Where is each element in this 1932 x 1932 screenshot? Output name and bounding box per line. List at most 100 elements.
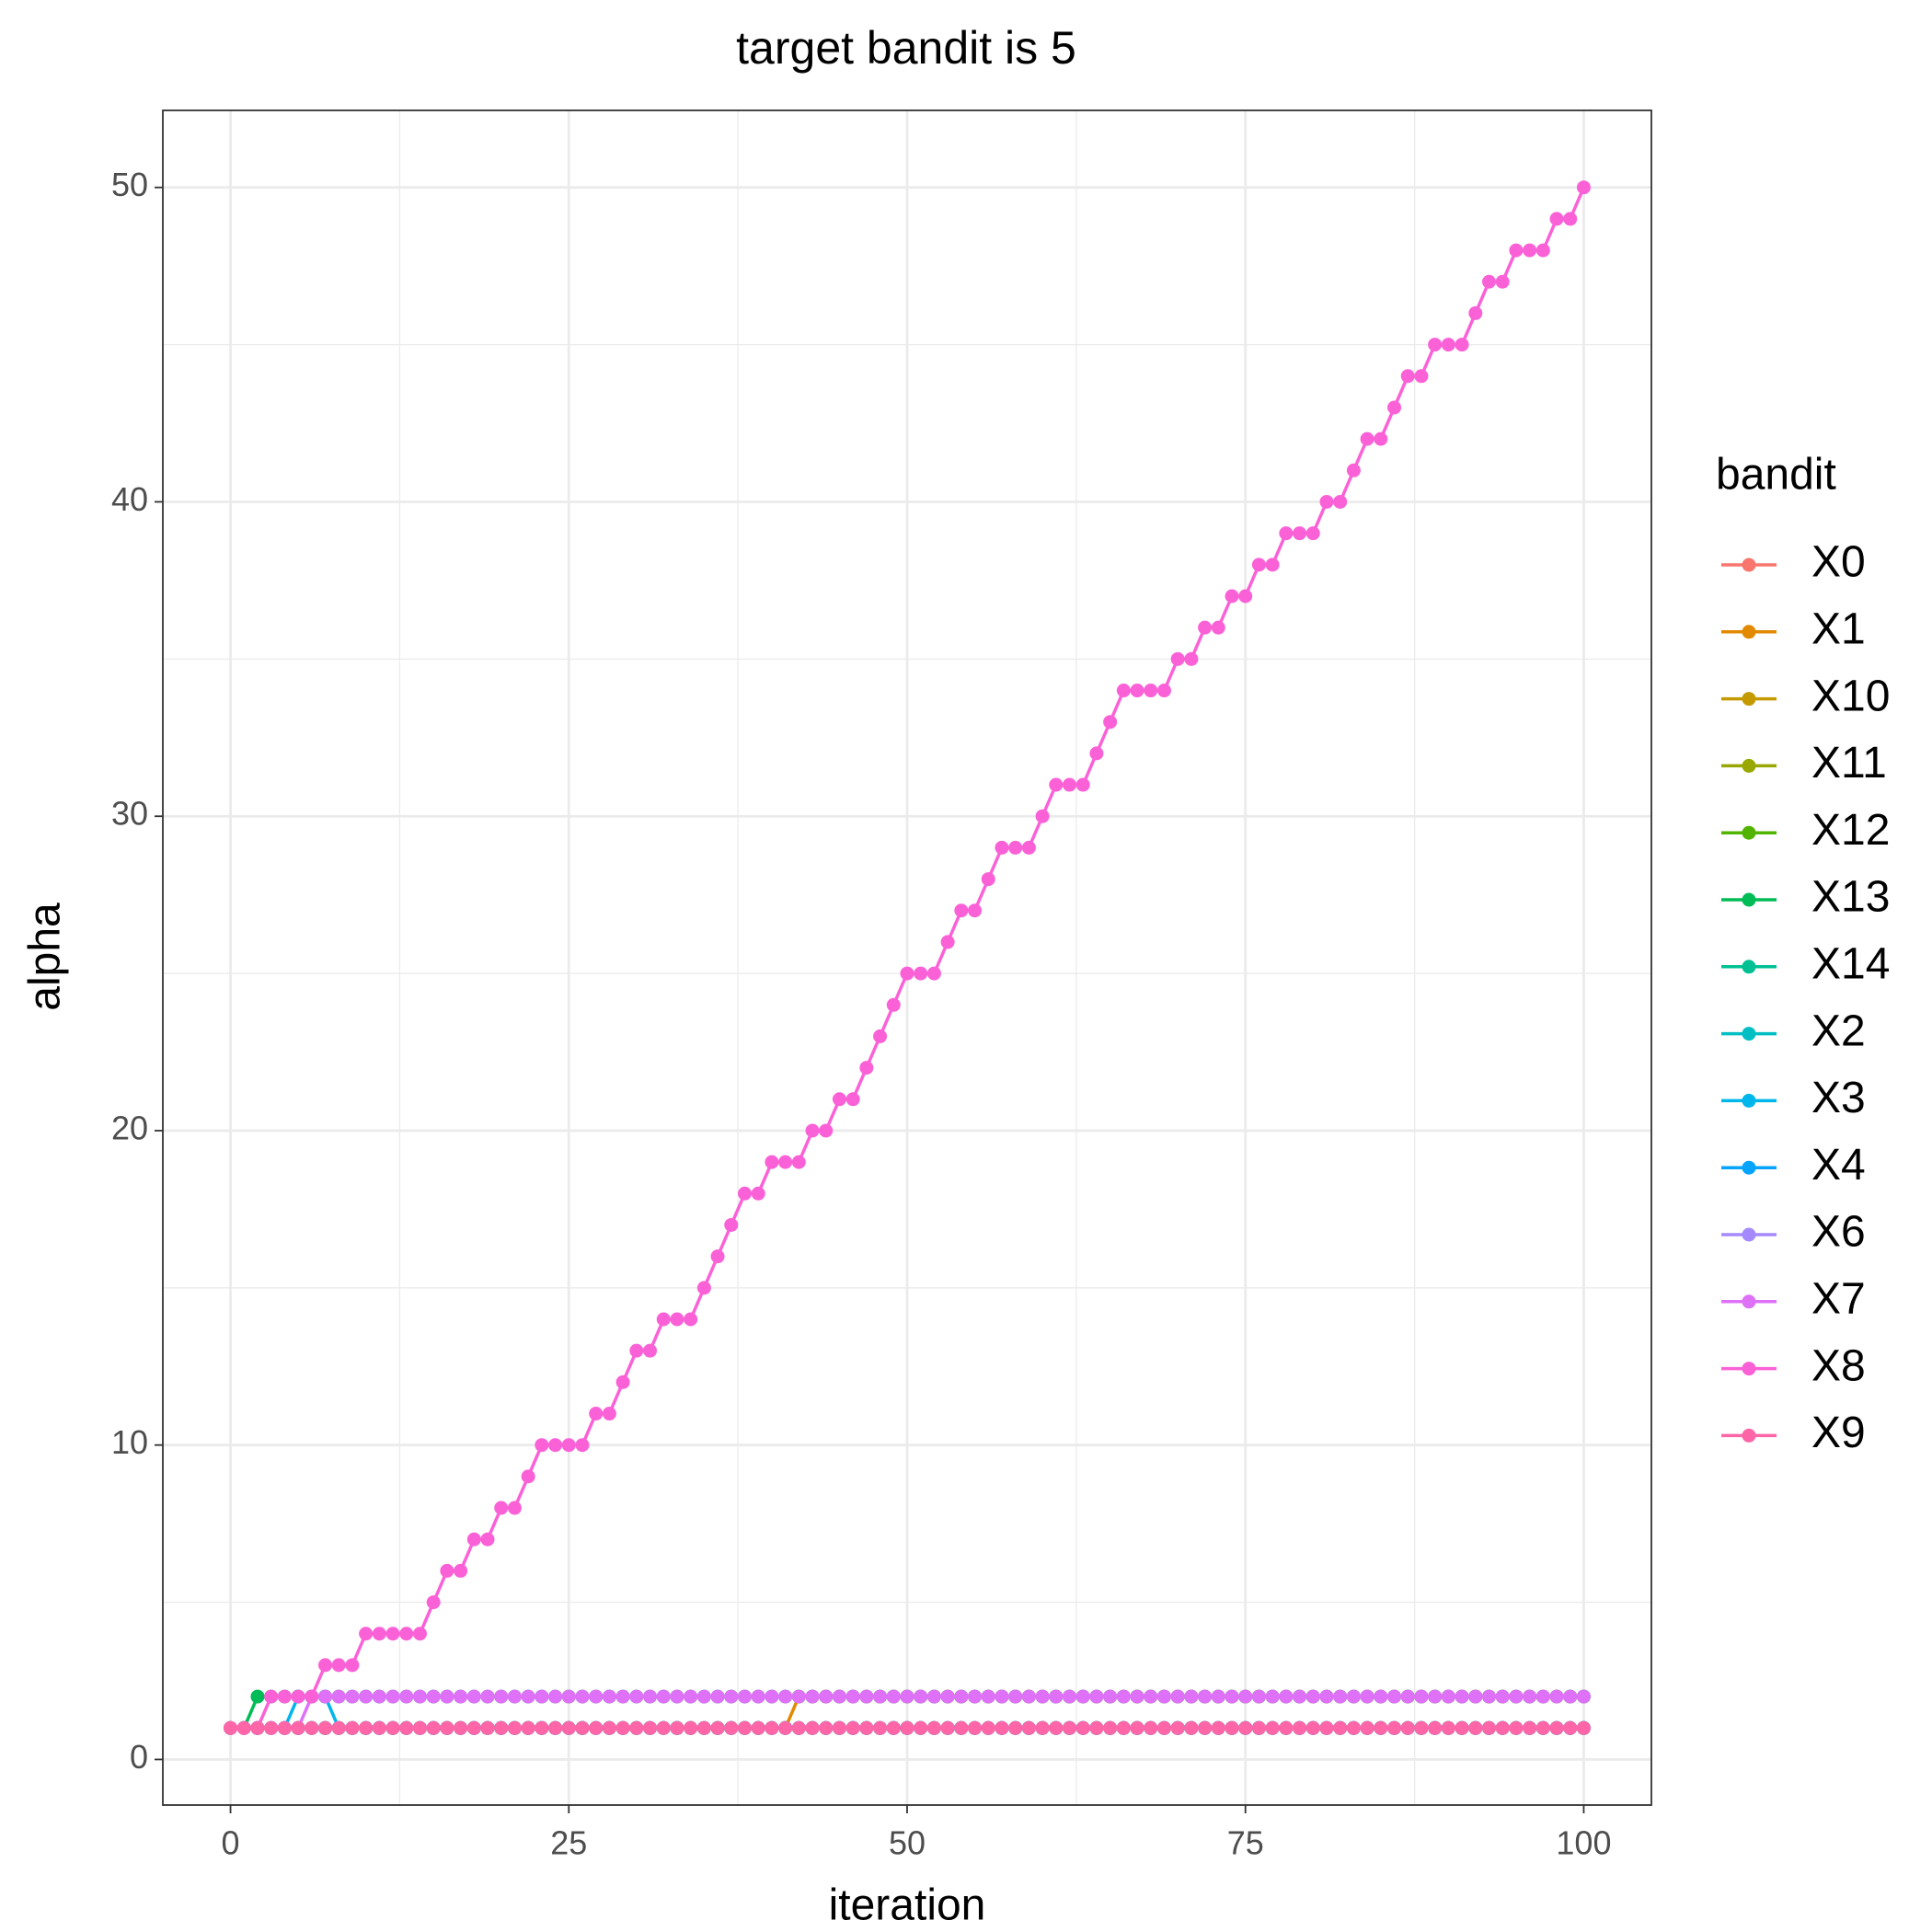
data-point [1400, 1720, 1415, 1735]
data-point [1523, 243, 1537, 258]
data-point [751, 1186, 765, 1201]
data-point [264, 1720, 279, 1735]
data-point [575, 1438, 590, 1453]
data-point [1225, 1720, 1239, 1735]
data-point [1238, 589, 1253, 604]
data-point [1374, 431, 1388, 446]
data-point [561, 1689, 576, 1704]
data-point [1130, 1720, 1144, 1735]
data-point [765, 1720, 779, 1735]
data-point [765, 1155, 779, 1169]
data-point [426, 1595, 441, 1610]
data-point [1400, 1689, 1415, 1704]
data-point [1238, 1720, 1253, 1735]
data-point [535, 1720, 549, 1735]
data-point [914, 1689, 928, 1704]
data-point [277, 1689, 292, 1704]
data-point [656, 1720, 671, 1735]
data-point [900, 1689, 914, 1704]
data-point [1374, 1720, 1388, 1735]
data-point [1346, 1720, 1361, 1735]
data-point [900, 1720, 914, 1735]
data-point [494, 1501, 509, 1515]
data-point [791, 1689, 806, 1704]
data-point [737, 1720, 752, 1735]
data-point [1333, 494, 1348, 509]
data-point [412, 1720, 427, 1735]
data-point [1535, 1689, 1550, 1704]
data-point [1251, 1720, 1266, 1735]
data-point [1455, 338, 1469, 352]
axes: 0 10 20 30 40 50 0 25 50 75 100 [111, 166, 1612, 1861]
data-point [886, 1720, 901, 1735]
legend-key-point [1742, 1093, 1756, 1108]
data-point [535, 1689, 549, 1704]
legend-key-point [1742, 1027, 1756, 1041]
data-point [535, 1438, 549, 1453]
data-point [995, 1689, 1009, 1704]
data-point [859, 1061, 874, 1075]
data-point [589, 1689, 604, 1704]
data-point [684, 1689, 698, 1704]
legend-label: X6 [1811, 1208, 1866, 1257]
data-point [440, 1563, 454, 1578]
data-point [1225, 589, 1239, 604]
data-point [277, 1720, 292, 1735]
data-point [1116, 1689, 1131, 1704]
data-point [1089, 1720, 1104, 1735]
data-point [1549, 1720, 1564, 1735]
data-point [1495, 274, 1510, 289]
data-point [940, 935, 955, 949]
data-point [602, 1720, 616, 1735]
data-point [1156, 1720, 1171, 1735]
data-point [1238, 1689, 1253, 1704]
data-point [1509, 1720, 1524, 1735]
legend-label: X4 [1811, 1141, 1866, 1190]
data-point [359, 1720, 374, 1735]
data-point [1251, 558, 1266, 572]
data-point [954, 903, 969, 918]
data-point [1184, 1720, 1199, 1735]
data-point [886, 1689, 901, 1704]
data-point [1563, 1689, 1578, 1704]
data-point [1293, 1689, 1307, 1704]
data-point [1414, 1720, 1429, 1735]
data-point [791, 1720, 806, 1735]
data-point [1265, 1689, 1280, 1704]
data-point [1170, 1720, 1185, 1735]
data-point [1360, 431, 1374, 446]
legend: X0 X1 X10 X11 X12 X13 X14 X2 X3 X4 X6 X7 X8 X9 [1721, 538, 1890, 1457]
legend-key-point [1742, 558, 1756, 572]
data-point [995, 1720, 1009, 1735]
data-point [1130, 684, 1144, 698]
legend-label: X8 [1811, 1341, 1866, 1390]
data-point [791, 1155, 806, 1169]
data-point [1360, 1689, 1374, 1704]
legend-label: X3 [1811, 1074, 1866, 1122]
data-point [696, 1689, 711, 1704]
legend-key-point [1742, 1160, 1756, 1175]
data-point [1333, 1689, 1348, 1704]
data-point [359, 1689, 374, 1704]
data-point [724, 1689, 739, 1704]
y-tick-label: 20 [111, 1109, 148, 1146]
data-point [1535, 1720, 1550, 1735]
data-point [1400, 369, 1415, 384]
legend-label: X11 [1811, 739, 1887, 788]
data-point [1346, 463, 1361, 477]
data-point [696, 1720, 711, 1735]
data-point [968, 1720, 983, 1735]
data-point [1198, 620, 1213, 635]
data-point [291, 1689, 305, 1704]
data-point [778, 1689, 793, 1704]
data-point [1008, 1689, 1023, 1704]
legend-label: X14 [1811, 939, 1890, 988]
data-point [765, 1689, 779, 1704]
data-point [331, 1689, 346, 1704]
data-point [1116, 1720, 1131, 1735]
data-point [399, 1720, 414, 1735]
legend-label: X10 [1811, 672, 1890, 720]
data-point [385, 1689, 400, 1704]
legend-label: X12 [1811, 806, 1890, 855]
